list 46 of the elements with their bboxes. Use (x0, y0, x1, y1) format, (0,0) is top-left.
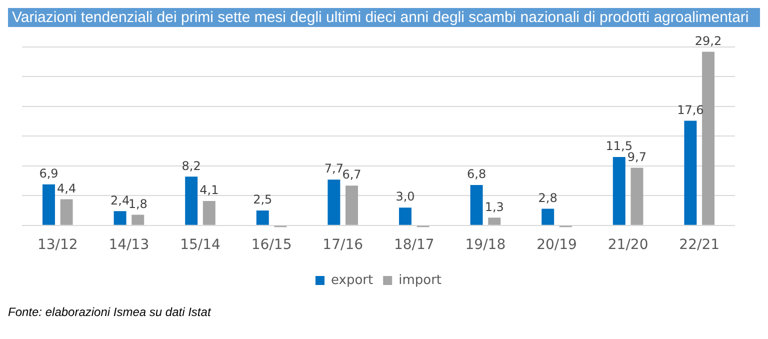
bar (399, 208, 412, 225)
data-label: 8,2 (182, 158, 201, 173)
bar (346, 186, 358, 225)
bar (42, 184, 55, 225)
legend-label: export (330, 272, 374, 288)
data-label: 1,3 (484, 200, 504, 214)
x-tick-label: 18/17 (394, 237, 434, 254)
data-label: 4,1 (200, 183, 219, 198)
x-tick-label: 15/14 (180, 237, 221, 254)
data-label: 6,8 (466, 167, 486, 182)
bar (202, 201, 216, 225)
bar (542, 208, 554, 225)
data-label: 7,7 (324, 162, 344, 176)
x-tick-label: 19/18 (465, 237, 506, 254)
x-tick-label: 16/15 (251, 237, 292, 254)
bar (470, 184, 483, 225)
chart-title: Variazioni tendenziali dei primi sette mesi degli ultimi dieci anni degli scambi nazionali di prodotti agroalimentari (8, 8, 760, 27)
data-label: 6,9 (39, 166, 58, 181)
x-tick-label: 22/21 (679, 237, 720, 254)
bar (185, 176, 198, 225)
x-tick-label: 14/13 (108, 237, 150, 254)
x-tick-label: 17/16 (322, 237, 364, 254)
bar (114, 211, 126, 225)
data-label: 2,8 (538, 190, 558, 205)
data-label: 3,0 (396, 190, 415, 204)
bar (60, 199, 73, 225)
bar (702, 52, 714, 225)
data-label: 6,7 (342, 168, 362, 182)
data-label: 29,2 (694, 34, 722, 48)
bar (256, 210, 269, 225)
data-label: 1,8 (128, 196, 148, 211)
legend-label: import (398, 272, 442, 288)
bar (488, 218, 501, 225)
bar (132, 214, 144, 225)
bar (630, 168, 644, 225)
x-tick-label: 20/19 (536, 237, 577, 254)
data-label: 2,4 (110, 193, 130, 208)
bar (684, 120, 697, 225)
x-tick-label: 13/12 (37, 237, 78, 254)
x-tick-label: 21/20 (608, 237, 648, 254)
bar (612, 157, 626, 225)
source-note: Fonte: elaborazioni Ismea su dati Istat (8, 305, 212, 319)
data-label: 2,5 (253, 192, 272, 207)
data-label: 4,4 (57, 181, 76, 196)
data-label: 17,6 (677, 102, 704, 117)
bar (328, 180, 340, 225)
